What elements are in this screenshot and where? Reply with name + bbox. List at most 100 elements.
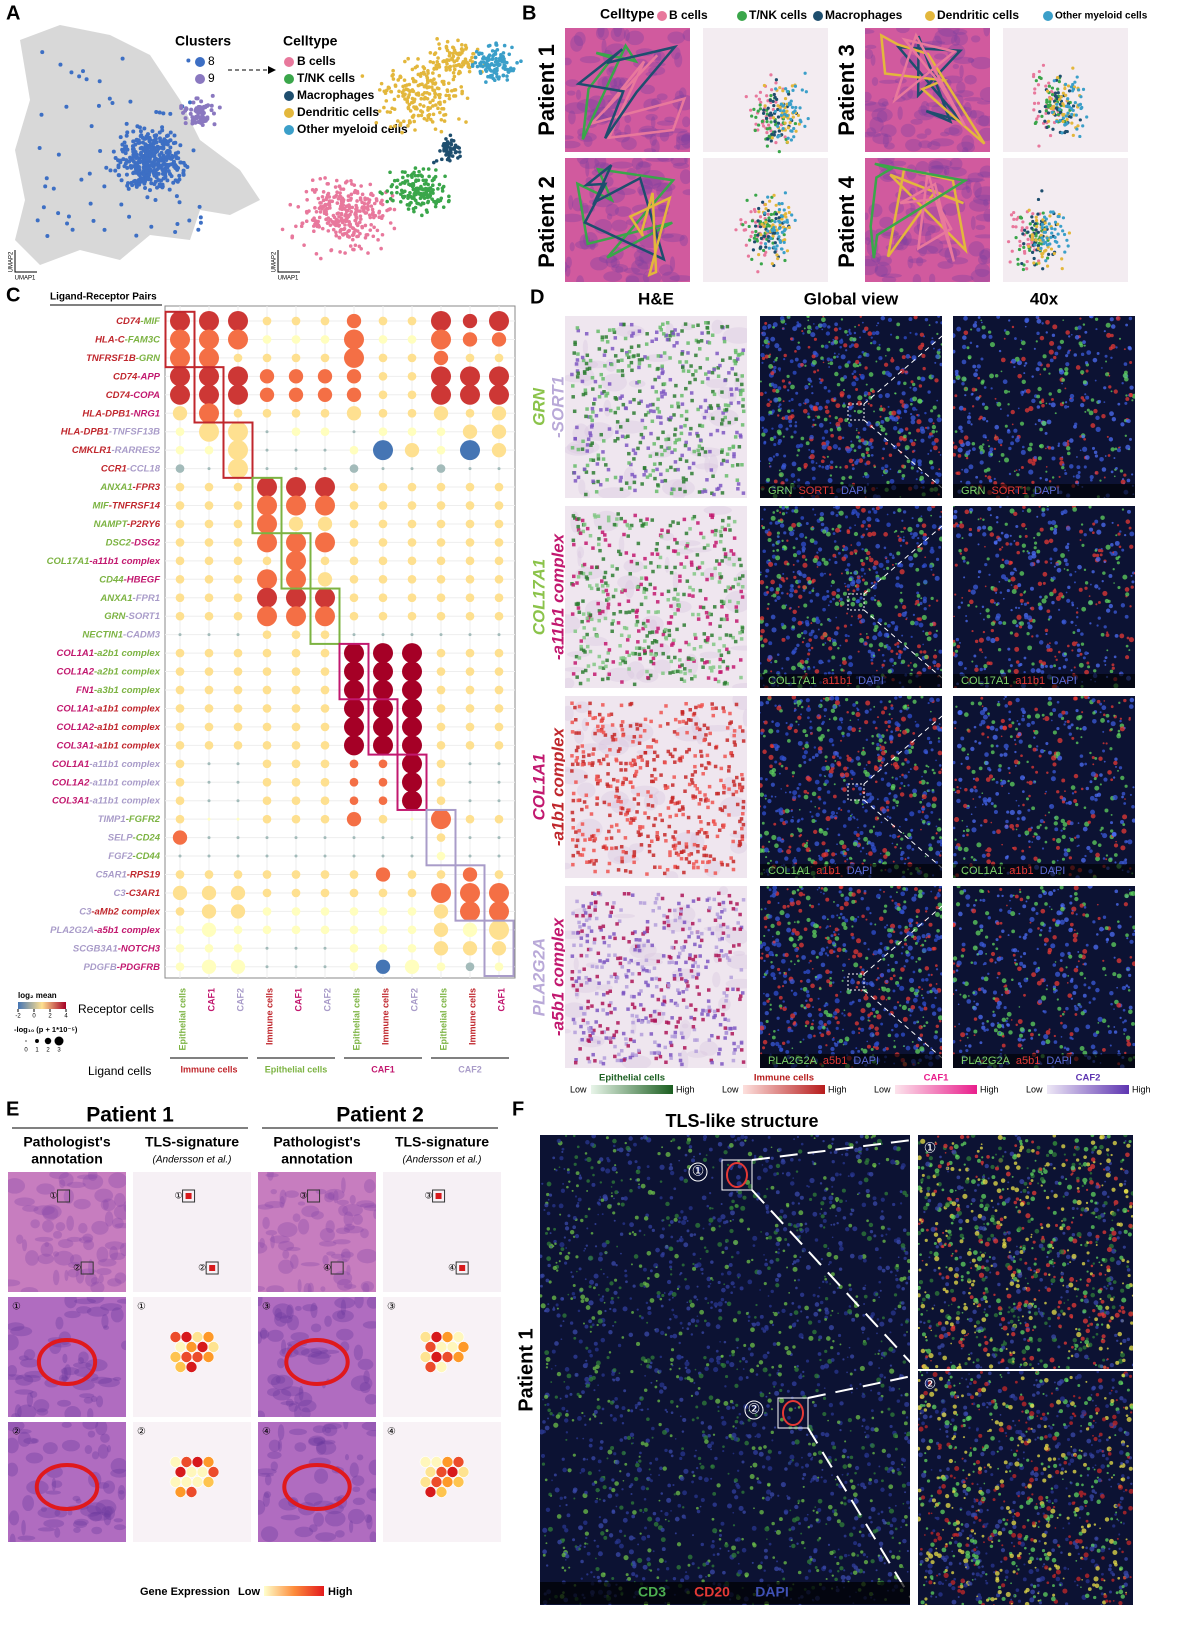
scatter-dot	[429, 78, 433, 83]
scatter-dot	[166, 163, 171, 168]
fluo-speck	[885, 370, 891, 376]
spot	[632, 411, 636, 415]
scatter-dot	[1053, 91, 1058, 95]
dot	[175, 685, 185, 695]
dot	[497, 633, 501, 637]
dot	[262, 335, 272, 344]
scatter-dot	[1044, 217, 1048, 221]
spot	[616, 359, 620, 363]
scatter-dot	[442, 142, 446, 146]
tissue-texture	[890, 160, 907, 167]
legend-title: -log₁₀ (p + 1*10⁻⁵)	[14, 1025, 78, 1034]
scatter-dot	[436, 106, 440, 111]
row-label: ANXA1-FPR3	[99, 482, 160, 493]
row-label: COL3A1-a11b1 complex	[52, 795, 161, 806]
fluo-speck	[791, 409, 794, 413]
tissue-texture	[565, 57, 572, 66]
tissue-texture	[969, 199, 990, 212]
dot	[204, 538, 214, 547]
spot	[598, 384, 602, 389]
scatter-dot	[1016, 262, 1020, 266]
scatter-dot	[51, 186, 56, 191]
dot	[233, 556, 243, 566]
scatter-dot	[767, 123, 771, 127]
fluo-speck	[790, 398, 794, 401]
fluo-speck	[970, 423, 973, 426]
scatter-dot	[119, 202, 124, 207]
dot	[317, 572, 333, 587]
scatter-dot	[787, 205, 791, 210]
tissue-texture	[979, 87, 990, 102]
dot	[468, 633, 472, 637]
scatter-dot	[775, 253, 779, 257]
tissue-texture	[865, 29, 875, 34]
scatter-dot	[781, 89, 785, 93]
row-label: CD44-HBEGF	[99, 574, 160, 585]
fluo-speck	[782, 327, 784, 330]
ligand: MIF	[92, 500, 109, 511]
spot	[731, 444, 736, 449]
scatter-dot	[96, 103, 101, 108]
scatter-dot	[167, 149, 172, 154]
spot	[647, 364, 652, 368]
dot	[315, 477, 335, 498]
fluo-speck	[940, 321, 942, 325]
dot	[315, 587, 335, 608]
fluo-speck	[809, 454, 815, 460]
row-label: PDGFB-PDGFRB	[83, 961, 160, 972]
spot	[620, 373, 625, 378]
scatter-dot	[428, 50, 433, 55]
dot	[175, 943, 185, 953]
dot	[291, 335, 301, 344]
fluo-speck	[957, 447, 963, 453]
column-label: Epithelial cells	[438, 988, 448, 1051]
spot	[586, 437, 591, 441]
tissue-texture	[954, 90, 974, 98]
scatter-dot	[184, 106, 189, 111]
fluo-speck	[1037, 418, 1041, 423]
tissue-texture	[866, 127, 877, 137]
scatter-dot	[463, 43, 468, 48]
scatter-dot	[438, 102, 442, 107]
fluo-speck	[867, 402, 870, 405]
scatter-dot	[318, 210, 323, 214]
scatter-dot	[1047, 252, 1051, 256]
spot	[709, 468, 714, 472]
axis-title: Ligand cells	[88, 1064, 151, 1078]
fluo-speck	[914, 439, 917, 442]
scatter-dot	[804, 90, 808, 94]
spot	[703, 398, 708, 403]
patient-label: Patient 3	[834, 44, 859, 136]
scatter-dot	[45, 233, 50, 238]
fluo-speck	[1062, 319, 1065, 321]
block-outline	[222, 421, 254, 479]
dot	[199, 311, 219, 331]
scatter-dot	[425, 195, 430, 200]
scatter-dot	[1048, 96, 1052, 101]
spot	[728, 356, 732, 360]
scatter-dot	[314, 187, 318, 192]
scatter-dot	[370, 207, 375, 212]
dot	[431, 809, 451, 830]
spot	[699, 405, 703, 409]
scatter-dot	[359, 246, 363, 251]
fluo-speck	[888, 453, 893, 458]
scatter-dot	[419, 184, 423, 189]
dot	[352, 430, 356, 434]
spot	[640, 357, 645, 362]
tissue-texture	[899, 238, 920, 246]
ligand: CD44	[99, 574, 124, 585]
scatter-dot	[357, 244, 362, 249]
tissue-texture	[979, 248, 990, 265]
fluo-speck	[825, 409, 830, 414]
dot	[378, 519, 388, 529]
fluo-speck	[819, 323, 823, 328]
dot	[204, 943, 214, 953]
fluo-speck	[825, 399, 830, 404]
spot	[719, 462, 724, 466]
spot	[624, 443, 629, 447]
scatter-dot	[744, 95, 748, 99]
scatter-dot	[765, 94, 769, 98]
spot	[732, 454, 736, 459]
dot	[207, 799, 211, 803]
